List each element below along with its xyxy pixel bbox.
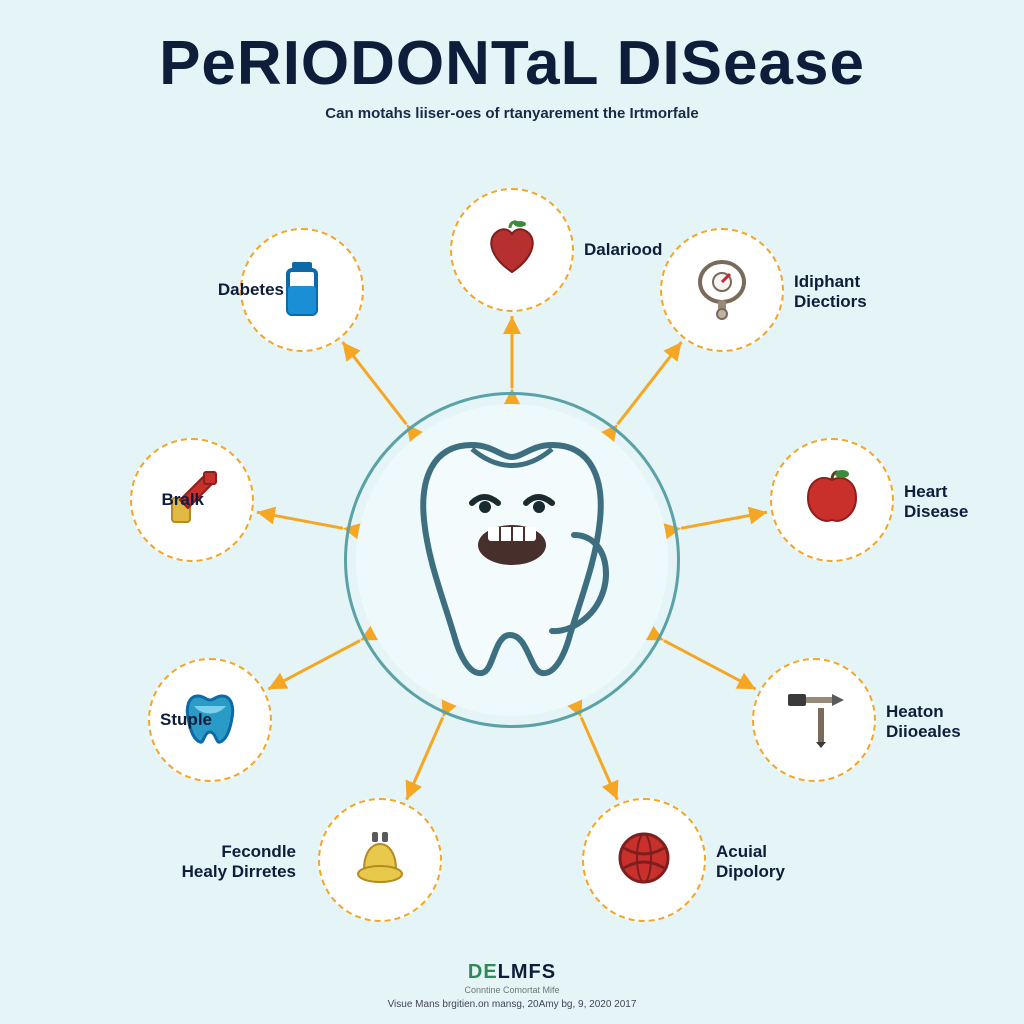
connector-lines <box>0 0 1024 1024</box>
footer: DELMFS Conntine Comortat Mife Visue Mans… <box>0 961 1024 1010</box>
brand-logo: DELMFS <box>0 961 1024 984</box>
brand-tagline: Conntine Comortat Mife <box>0 985 1024 995</box>
footer-credit: Visue Mans brgitien.on mansg, 20Amy bg, … <box>0 999 1024 1010</box>
